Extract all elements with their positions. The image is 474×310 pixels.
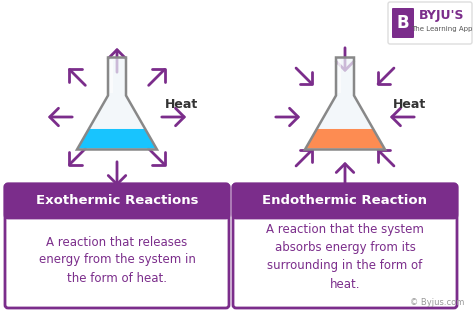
Polygon shape [77,57,157,149]
FancyBboxPatch shape [5,184,229,308]
FancyBboxPatch shape [5,184,229,218]
Polygon shape [306,129,384,148]
Text: Heat: Heat [393,98,426,110]
Polygon shape [338,60,341,92]
Polygon shape [110,60,113,92]
Text: A reaction that releases
energy from the system in
the form of heat.: A reaction that releases energy from the… [38,236,195,285]
FancyBboxPatch shape [233,184,457,308]
Text: Endothermic Reaction: Endothermic Reaction [263,194,428,207]
FancyBboxPatch shape [392,8,414,38]
Polygon shape [305,57,385,149]
Text: BYJU'S: BYJU'S [419,10,465,23]
Text: A reaction that the system
absorbs energy from its
surrounding in the form of
he: A reaction that the system absorbs energ… [266,224,424,290]
Text: Heat: Heat [165,98,198,110]
Text: The Learning App: The Learning App [411,26,473,32]
Text: Exothermic Reactions: Exothermic Reactions [36,194,198,207]
FancyBboxPatch shape [388,2,472,44]
FancyBboxPatch shape [233,184,457,218]
Text: © Byjus.com: © Byjus.com [410,298,464,307]
Text: B: B [397,14,410,32]
Polygon shape [78,129,156,148]
